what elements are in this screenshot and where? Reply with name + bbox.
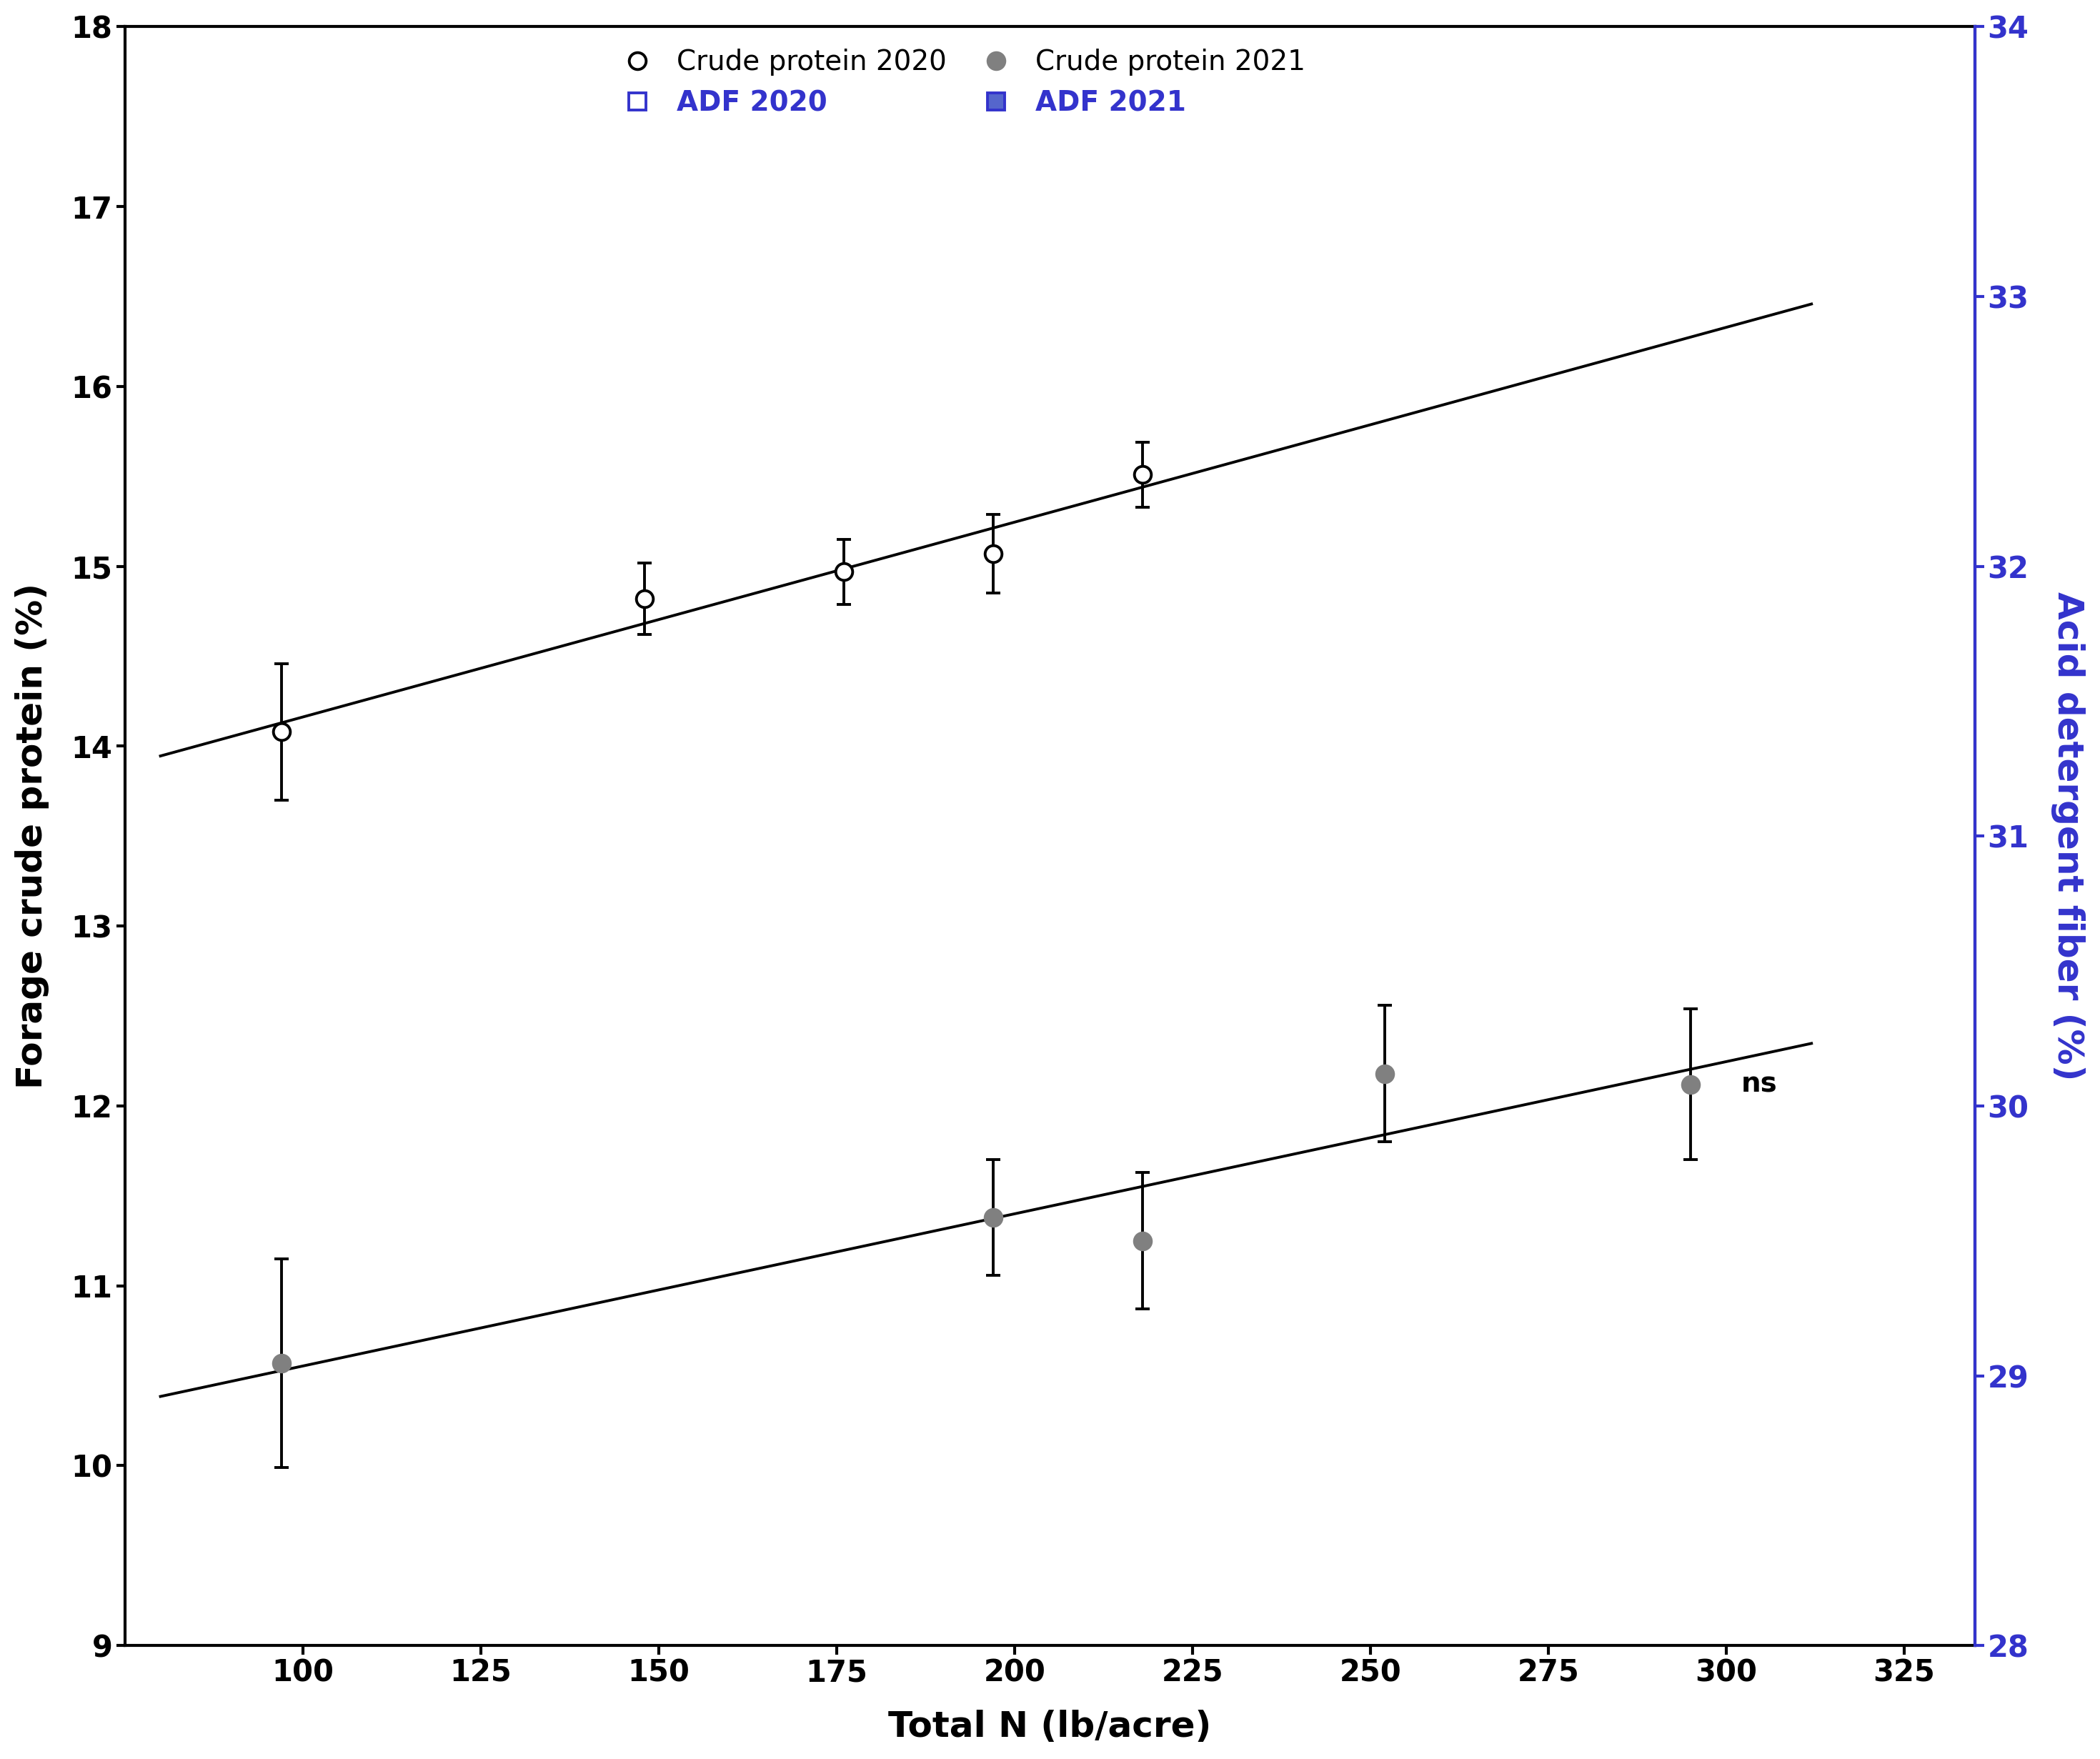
Y-axis label: Forage crude protein (%): Forage crude protein (%) [15,584,48,1089]
Y-axis label: Acid detergent fiber (%): Acid detergent fiber (%) [2052,591,2085,1080]
X-axis label: Total N (lb/acre): Total N (lb/acre) [888,1710,1212,1745]
Text: ns: ns [1741,1071,1777,1098]
Legend: Crude protein 2020, ADF 2020, Crude protein 2021, ADF 2021: Crude protein 2020, ADF 2020, Crude prot… [601,40,1315,125]
